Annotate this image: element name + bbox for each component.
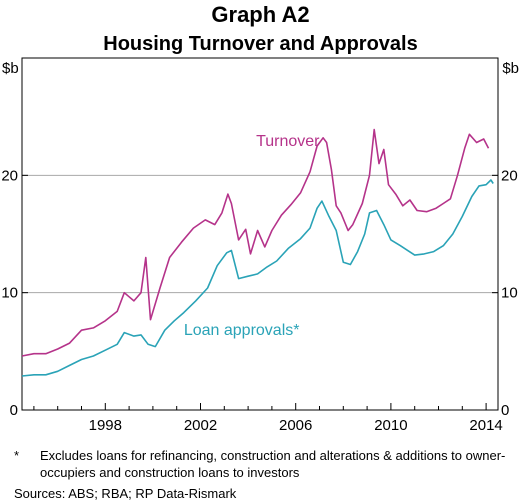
y-tick-label-left: 10 (1, 285, 18, 302)
footnote-marker: * (14, 448, 20, 463)
chart-title: Graph A2 (211, 2, 310, 27)
sources-note: Sources: ABS; RBA; RP Data-Rismark (14, 486, 237, 501)
y-tick-label-left: 0 (10, 402, 18, 419)
y-tick-label-left: 20 (1, 167, 18, 184)
x-tick-label: 1998 (89, 417, 122, 434)
x-tick-label: 2002 (184, 417, 217, 434)
turnover-series-line (21, 128, 490, 357)
x-tick-label: 2010 (374, 417, 407, 434)
left-axis-unit: $b (2, 60, 19, 77)
loan-approvals-series-label: Loan approvals* (184, 322, 300, 339)
x-tick-label: 2014 (469, 417, 502, 434)
turnover-series-label: Turnover (256, 133, 320, 150)
y-tick-label-right: 20 (501, 167, 518, 184)
chart-subtitle: Housing Turnover and Approvals (103, 33, 418, 55)
y-tick-label-right: 0 (501, 402, 509, 419)
footnote-text: Excludes loans for refinancing, construc… (40, 448, 506, 480)
x-tick-label: 2006 (279, 417, 312, 434)
right-axis-unit: $b (502, 60, 519, 77)
y-tick-label-right: 10 (501, 285, 518, 302)
loan-approvals-series-line (21, 179, 494, 377)
plot-frame (21, 57, 499, 411)
